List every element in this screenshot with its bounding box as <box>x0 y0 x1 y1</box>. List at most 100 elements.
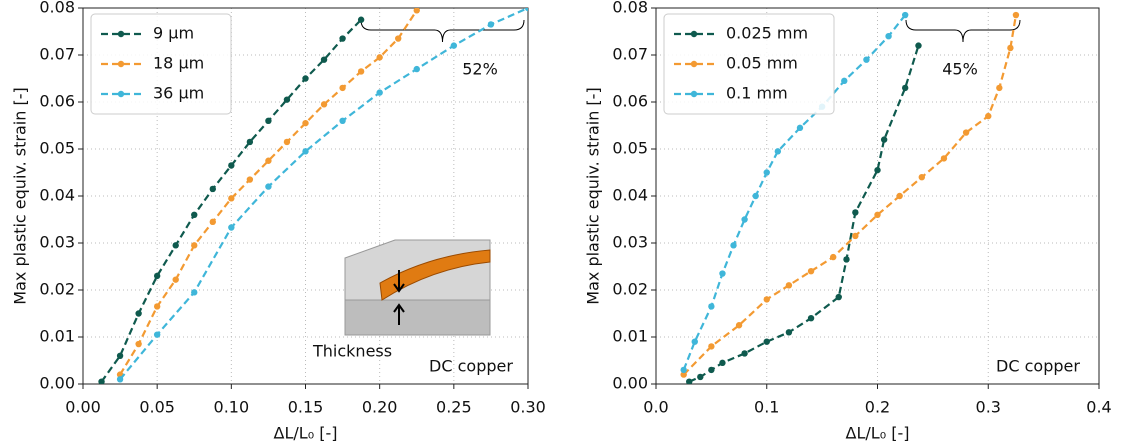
data-point <box>915 42 922 49</box>
data-point <box>708 366 715 374</box>
y-tick-label: 0.03 <box>612 233 648 252</box>
y-tick-label: 0.02 <box>612 280 648 299</box>
inset-label: Thickness <box>312 342 392 361</box>
data-point <box>852 209 859 216</box>
data-point <box>339 117 346 125</box>
data-point <box>741 350 748 357</box>
data-point <box>135 340 142 348</box>
x-tick-label: 0.0 <box>643 398 668 417</box>
data-point <box>339 35 346 42</box>
data-point <box>172 242 179 249</box>
data-point <box>735 322 743 329</box>
data-point <box>763 169 770 176</box>
data-point <box>962 129 970 136</box>
data-point <box>265 157 272 164</box>
data-point <box>901 11 909 19</box>
x-tick-label: 0.1 <box>754 398 779 417</box>
data-point <box>841 77 848 85</box>
y-tick-label: 0.05 <box>39 139 75 158</box>
y-tick-label: 0.07 <box>612 45 648 64</box>
data-point <box>116 376 124 383</box>
data-point <box>1007 44 1014 52</box>
x-tick-label: 0.05 <box>139 398 175 417</box>
data-point <box>413 8 420 14</box>
x-tick-label: 0.4 <box>1086 398 1111 417</box>
data-point <box>996 84 1003 92</box>
data-point <box>191 242 198 249</box>
data-point <box>785 329 793 336</box>
data-point <box>896 192 903 200</box>
x-tick-label: 0.00 <box>65 398 101 417</box>
data-point <box>357 16 365 23</box>
data-point <box>874 166 881 174</box>
data-point <box>901 84 909 92</box>
data-point <box>283 138 291 146</box>
plot-frame <box>655 7 1100 385</box>
data-point <box>228 162 235 169</box>
legend-marker <box>117 60 125 68</box>
y-tick-label: 0.03 <box>39 233 75 252</box>
data-point <box>880 136 888 143</box>
legend-label: 0.05 mm <box>726 54 798 73</box>
data-point <box>191 211 198 218</box>
x-tick-label: 0.15 <box>288 398 324 417</box>
x-tick-label: 0.3 <box>976 398 1001 417</box>
x-axis-label: ΔL/L₀ [-] <box>274 424 338 443</box>
data-point <box>135 310 142 317</box>
data-point <box>376 54 383 61</box>
series-line <box>119 8 528 381</box>
annotation: 45% <box>942 60 978 79</box>
y-tick-label: 0.01 <box>612 327 648 346</box>
arrow-up <box>393 303 405 325</box>
data-point <box>265 117 272 125</box>
data-point <box>719 270 726 277</box>
data-point <box>763 296 770 303</box>
data-point <box>376 89 383 96</box>
data-point <box>741 216 748 223</box>
y-tick-label: 0.07 <box>39 45 75 64</box>
legend-label: 36 μm <box>153 84 204 103</box>
data-point <box>153 331 161 338</box>
chart-panel: 0.00 0.05 0.10 0.15 0.20 0.25 0.30 0.00 0.01 0.02… <box>11 0 546 443</box>
data-point <box>395 35 402 42</box>
x-tick-label: 0.10 <box>214 398 250 417</box>
data-point <box>302 148 309 155</box>
data-point <box>283 96 291 103</box>
data-point <box>843 256 850 263</box>
data-point <box>708 343 715 350</box>
data-point <box>697 373 704 381</box>
brace <box>360 19 525 43</box>
arrow-down <box>393 270 405 293</box>
brace <box>905 19 1021 43</box>
data-point <box>246 176 254 183</box>
data-point <box>807 268 815 275</box>
data-point <box>302 75 309 82</box>
data-point <box>774 148 782 155</box>
legend-marker <box>690 60 698 68</box>
y-axis-label: Max plastic equiv. strain [-] <box>584 87 603 304</box>
data-point <box>209 218 216 226</box>
data-point <box>719 359 726 367</box>
x-axis-label: ΔL/L₀ [-] <box>846 424 910 443</box>
data-point <box>752 192 759 200</box>
data-point <box>940 155 948 162</box>
x-tick-label: 0.25 <box>436 398 472 417</box>
inset-copper <box>379 249 491 301</box>
series-group <box>98 8 528 384</box>
y-tick-label: 0.08 <box>612 0 648 17</box>
legend-label: 0.1 mm <box>726 84 788 103</box>
data-point <box>98 378 105 384</box>
y-tick-label: 0.01 <box>39 327 75 346</box>
legend-marker <box>117 90 125 98</box>
y-tick-label: 0.04 <box>612 186 648 205</box>
data-point <box>320 101 328 108</box>
x-tick-label: 0.30 <box>510 398 546 417</box>
data-point <box>487 21 495 28</box>
plot-frame <box>82 7 529 385</box>
y-tick-label: 0.04 <box>39 186 75 205</box>
inset-base <box>344 299 491 336</box>
chart-panel: 0.0 0.1 0.2 0.3 0.4 0.00 0.01 0.02 0.03 0.04 0.05 0… <box>584 0 1112 443</box>
data-point <box>209 185 216 193</box>
legend-marker <box>117 30 125 38</box>
